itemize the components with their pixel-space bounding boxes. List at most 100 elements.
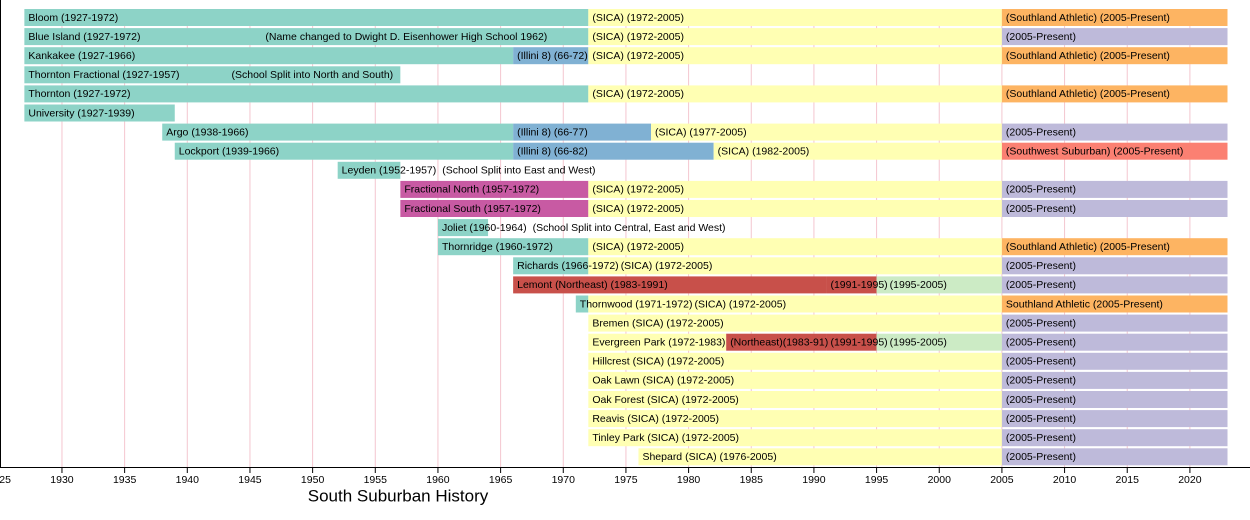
- timeline-bar: [1001, 391, 1228, 408]
- timeline-bar: [1001, 333, 1228, 351]
- bar-label: (2005-Present): [1006, 126, 1076, 138]
- bar-label: (1995-2005): [890, 336, 947, 348]
- timeline-bar: [400, 200, 589, 217]
- x-tick-label: 1960: [426, 474, 450, 486]
- timeline-bar: [513, 276, 827, 294]
- x-tick-label: 2005: [990, 474, 1014, 486]
- bar-label: (Southland Athletic) (2005-Present): [1006, 50, 1170, 62]
- timeline-bar: [588, 371, 1002, 389]
- timeline-bar: [174, 142, 514, 160]
- x-tick-label: 1985: [740, 474, 764, 486]
- timeline-bar: [588, 238, 1002, 256]
- x-tick-label: 1950: [301, 474, 325, 486]
- bar-label: (2005-Present): [1006, 336, 1076, 348]
- bar-label: (Southland Athletic) (2005-Present): [1006, 241, 1170, 253]
- timeline-bar: [588, 28, 1002, 46]
- bar-label: (1991-1995): [830, 279, 887, 291]
- timeline-bar: [588, 333, 727, 351]
- bar-label: Kankakee (1927-1966): [28, 50, 135, 62]
- timeline-bar: [1001, 410, 1228, 428]
- bar-label: (2005-Present): [1006, 451, 1076, 463]
- x-tick-label: 1990: [802, 474, 826, 486]
- bar-label: (2005-Present): [1006, 413, 1076, 425]
- timeline-bar: [24, 28, 589, 46]
- timeline-bar: [588, 257, 1002, 275]
- timeline-bar: [588, 429, 1002, 447]
- timeline-bar: [713, 142, 1002, 160]
- timeline-bar: [588, 410, 1002, 428]
- timeline-bar: [588, 47, 1002, 65]
- timeline-bar: [1001, 352, 1228, 370]
- x-tick-label: 2010: [1053, 474, 1077, 486]
- bar-label: Richards (1966-1972): [517, 260, 619, 272]
- bar-label: (1995-2005): [890, 279, 947, 291]
- bar-note: (School Split into North and South): [232, 69, 394, 81]
- bar-label: Thornridge (1960-1972): [442, 241, 553, 253]
- bar-label: Leyden (1952-1957): [342, 165, 437, 177]
- bar-label: (SICA) (1972-2005): [694, 298, 786, 310]
- bar-label: (2005-Present): [1006, 394, 1076, 406]
- x-tick-label: 2020: [1178, 474, 1202, 486]
- x-tick-label: 1935: [113, 474, 137, 486]
- x-tick-label: 1925: [0, 474, 11, 486]
- bar-label: Thornton Fractional (1927-1957): [28, 69, 179, 81]
- labels: Bloom (1927-1972) (SICA) (1972-2005) (Sout…: [28, 12, 1183, 463]
- timeline-bar: [1001, 28, 1228, 46]
- bar-label: (Illini 8) (66-77): [517, 126, 588, 138]
- x-tick-label: 1955: [364, 474, 388, 486]
- bar-label: (Illini 8) (66-82): [517, 145, 588, 157]
- bar-label: Oak Lawn (SICA) (1972-2005): [592, 375, 734, 387]
- timeline-bar: [1001, 429, 1228, 447]
- grid: [61, 9, 1191, 467]
- timeline-bar: [513, 257, 589, 275]
- x-tick-label: 1975: [614, 474, 638, 486]
- timeline-bar: [400, 180, 589, 198]
- x-tick-label: 1945: [238, 474, 262, 486]
- bars: [24, 9, 1228, 466]
- bar-label: Joliet (1960-1964): [442, 222, 527, 234]
- timeline-bar: [1001, 9, 1228, 26]
- bar-label: Evergreen Park (1972-1983): [592, 336, 725, 348]
- x-tick-label: 1930: [50, 474, 74, 486]
- bar-label: Lemont (Northeast) (1983-1991): [517, 279, 668, 291]
- bar-label: University (1927-1939): [28, 107, 134, 119]
- timeline-bar: [1001, 371, 1228, 389]
- timeline-bar: [588, 9, 1002, 26]
- bar-label: (SICA) (1972-2005): [592, 31, 684, 43]
- bar-label: (SICA) (1977-2005): [655, 126, 747, 138]
- timeline-bar: [1001, 314, 1228, 332]
- timeline-bar: [1001, 238, 1228, 256]
- timeline-bar: [24, 85, 589, 103]
- x-tick-label: 1940: [176, 474, 200, 486]
- bar-label: Blue Island (1927-1972): [28, 31, 140, 43]
- x-tick-label: 2000: [928, 474, 952, 486]
- bar-label: (2005-Present): [1006, 203, 1076, 215]
- timeline-bar: [337, 161, 401, 179]
- timeline-bar: [1001, 295, 1228, 313]
- bar-label: Hillcrest (SICA) (1972-2005): [592, 356, 724, 368]
- bar-label: Tinley Park (SICA) (1972-2005): [592, 432, 739, 444]
- timeline-bar: [826, 333, 877, 351]
- bar-label: Bloom (1927-1972): [28, 12, 118, 24]
- timeline-bar: [1001, 448, 1228, 466]
- bar-note: (School Split into Central, East and Wes…: [533, 222, 726, 234]
- timeline-bar: [1001, 180, 1228, 198]
- bar-label: (SICA) (1972-2005): [621, 260, 713, 272]
- timeline-bar: [650, 123, 1002, 141]
- bar-label: (Southland Athletic) (2005-Present): [1006, 12, 1170, 24]
- timeline-bar: [588, 295, 1002, 313]
- bar-label: (2005-Present): [1006, 184, 1076, 196]
- timeline-bar: [513, 123, 651, 141]
- bar-label: Oak Forest (SICA) (1972-2005): [592, 394, 738, 406]
- timeline-bar: [24, 66, 401, 84]
- timeline-bar: [638, 448, 1002, 466]
- bar-label: Argo (1938-1966): [166, 126, 248, 138]
- timeline-bar: [437, 238, 589, 256]
- bar-label: Fractional South (1957-1972): [404, 203, 541, 215]
- bar-label: (Southland Athletic) (2005-Present): [1006, 88, 1170, 100]
- bar-label: Shepard (SICA) (1976-2005): [642, 451, 776, 463]
- x-tick-label: 1970: [552, 474, 576, 486]
- bar-label: (Northeast)(1983-91): [730, 336, 828, 348]
- bar-label: Thornwood (1971-1972): [580, 298, 693, 310]
